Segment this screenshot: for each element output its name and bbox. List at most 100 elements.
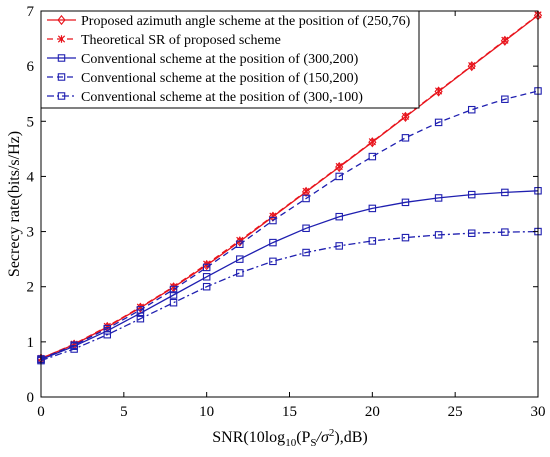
- y-tick-label: 0: [27, 390, 35, 406]
- y-tick-label: 3: [27, 225, 35, 241]
- x-axis-title-sub2: S: [310, 437, 316, 449]
- data-point: [302, 194, 310, 203]
- data-point: [434, 86, 443, 97]
- data-point: [467, 229, 476, 237]
- legend-label: Proposed azimuth angle scheme at the pos…: [81, 14, 411, 29]
- data-point: [368, 137, 377, 148]
- data-point: [467, 105, 476, 114]
- x-axis-title-part1: SNR(10log: [212, 429, 285, 446]
- data-point: [235, 236, 244, 247]
- legend-entry-3: Conventional scheme at the position of (…: [47, 52, 359, 67]
- x-tick-label: 30: [531, 404, 546, 420]
- y-tick-label: 4: [27, 169, 35, 185]
- data-point: [434, 194, 443, 202]
- data-point: [467, 190, 476, 199]
- y-tick-label: 1: [27, 335, 35, 351]
- series-line: [40, 90, 539, 360]
- data-point: [368, 237, 377, 245]
- data-point: [202, 273, 211, 281]
- x-axis-title-sup: 2: [329, 427, 335, 439]
- legend-entry-2: Theoretical SR of proposed scheme: [47, 33, 281, 48]
- data-point: [202, 282, 211, 291]
- data-point: [434, 231, 443, 239]
- legend-label: Conventional scheme at the position of (…: [81, 52, 359, 67]
- data-point: [335, 172, 343, 181]
- legend-marker: [57, 35, 66, 43]
- data-point: [335, 242, 343, 250]
- x-tick-label: 20: [365, 404, 380, 420]
- data-point: [269, 216, 277, 225]
- x-tick-label: 10: [199, 404, 214, 420]
- data-point: [368, 204, 377, 213]
- x-tick-label: 15: [282, 404, 297, 420]
- legend-marker: [57, 54, 66, 62]
- data-point: [501, 95, 509, 103]
- data-point: [70, 345, 78, 353]
- data-point: [401, 112, 410, 121]
- data-point: [269, 238, 277, 247]
- data-point: [368, 152, 377, 161]
- x-tick-label: 25: [448, 404, 463, 420]
- data-point: [434, 87, 443, 95]
- legend-marker: [57, 73, 66, 81]
- data-point: [335, 162, 343, 171]
- data-point: [467, 61, 476, 72]
- legend-entry-4: Conventional scheme at the position of (…: [47, 71, 359, 86]
- y-tick-label: 7: [27, 4, 35, 20]
- data-point: [401, 198, 410, 207]
- data-point: [335, 212, 343, 221]
- legend-entry-5: Conventional scheme at the position of (…: [47, 90, 363, 105]
- data-point: [401, 233, 410, 242]
- legend-marker: [57, 14, 66, 26]
- data-point: [169, 298, 178, 307]
- data-point: [236, 269, 244, 277]
- data-point: [500, 35, 509, 46]
- data-point: [302, 187, 310, 196]
- data-point: [301, 186, 311, 197]
- series-line: [40, 230, 539, 362]
- legend-entries: Proposed azimuth angle scheme at the pos…: [47, 14, 411, 105]
- legend-box: [40, 10, 420, 109]
- legend-label: Conventional scheme at the position of (…: [81, 71, 359, 86]
- data-point: [401, 134, 410, 142]
- data-point: [269, 257, 277, 266]
- data-point: [236, 255, 244, 263]
- data-point: [302, 224, 310, 233]
- data-point: [468, 61, 476, 70]
- legend-label: Conventional scheme at the position of (…: [81, 90, 363, 105]
- x-axis-title-sub: 10: [285, 437, 297, 449]
- y-tick-label: 2: [27, 280, 35, 296]
- data-point: [434, 118, 443, 127]
- x-axis-title: SNR(10log10(PS/σ2),dB): [212, 427, 367, 449]
- data-point: [401, 111, 410, 122]
- data-point: [236, 240, 244, 249]
- x-tick-label: 0: [37, 404, 45, 420]
- data-point: [501, 36, 509, 45]
- x-tick-label: 5: [120, 404, 128, 420]
- data-point: [335, 161, 344, 173]
- data-point: [169, 291, 178, 299]
- legend-label: Theoretical SR of proposed scheme: [81, 33, 281, 48]
- data-point: [103, 330, 112, 339]
- data-point: [202, 263, 211, 272]
- series-5: [37, 227, 542, 365]
- y-axis-title: Secrecy rate(bits/s/Hz): [6, 131, 23, 277]
- x-axis-title-part3: /σ: [316, 429, 330, 446]
- x-axis-title-part4: ),dB): [334, 429, 367, 446]
- data-point: [136, 306, 145, 314]
- series-layer: [36, 10, 543, 365]
- data-point: [501, 228, 509, 236]
- data-point: [269, 212, 277, 220]
- data-point: [136, 314, 145, 323]
- legend: Proposed azimuth angle scheme at the pos…: [40, 10, 420, 109]
- y-tick-label: 5: [27, 114, 35, 130]
- data-point: [501, 188, 509, 197]
- data-point: [368, 137, 376, 146]
- legend-entry-1: Proposed azimuth angle scheme at the pos…: [47, 14, 411, 29]
- data-point: [169, 285, 178, 294]
- y-tick-label: 6: [27, 59, 35, 75]
- data-point: [302, 248, 310, 257]
- x-axis-title-part2: (P: [296, 429, 310, 446]
- legend-marker: [57, 92, 66, 100]
